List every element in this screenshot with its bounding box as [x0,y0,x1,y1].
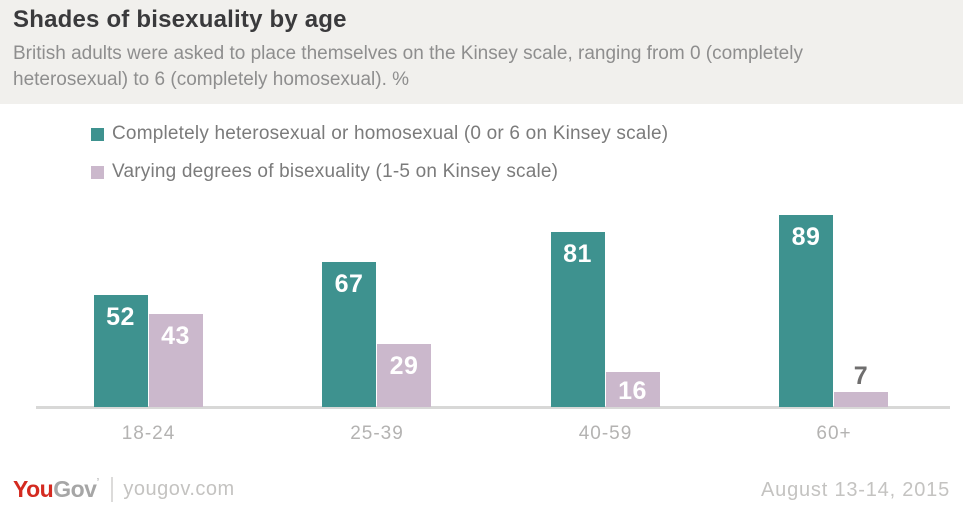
logo-gov: Gov [53,476,97,502]
x-axis-label: 18-24 [121,423,176,444]
footer-divider [111,477,114,502]
bar-bisexual: 16 [605,372,660,407]
bar-heterosexual-homosexual: 81 [550,232,605,407]
legend-item: Varying degrees of bisexuality (1-5 on K… [91,161,668,183]
bar-value-label: 67 [334,270,364,298]
bar-bisexual: 43 [148,314,203,407]
x-axis-label: 25-39 [350,423,404,444]
yougov-logo: You Gov’ yougov.com [13,475,235,503]
legend-item: Completely heterosexual or homosexual (0… [91,123,668,145]
bar-value-label: 81 [563,240,592,268]
legend-label: Completely heterosexual or homosexual (0… [112,123,669,144]
yougov-url: yougov.com [123,478,235,500]
legend-label: Varying degrees of bisexuality (1-5 on K… [112,161,559,182]
bar-value-label: 7 [853,362,869,390]
logo-you: You [13,476,54,502]
chart-subtitle: British adults were asked to place thems… [13,43,803,90]
bar-heterosexual-homosexual: 89 [779,215,833,407]
bar-bisexual: 7 [834,362,888,407]
legend-swatch [91,127,104,141]
bar-value-label: 29 [389,352,419,380]
bar-heterosexual-homosexual: 52 [93,295,148,407]
header: Shades of bisexuality by age British adu… [0,0,963,104]
poll-date: August 13-14, 2015 [761,479,950,501]
bar-value-label: 89 [791,223,821,251]
x-axis-label: 40-59 [578,423,633,444]
bar-value-label: 52 [106,303,135,331]
page-title: Shades of bisexuality by age [13,6,347,33]
legend: Completely heterosexual or homosexual (0… [91,123,668,199]
bar-value-label: 16 [618,377,647,405]
legend-swatch [91,165,104,179]
x-axis-label: 60+ [816,423,852,444]
bar-bisexual: 29 [377,344,431,407]
bar-heterosexual-homosexual: 67 [322,262,376,407]
bar-value-label: 43 [161,322,190,350]
x-axis-line [36,406,950,409]
logo-trademark: ’ [96,475,100,490]
